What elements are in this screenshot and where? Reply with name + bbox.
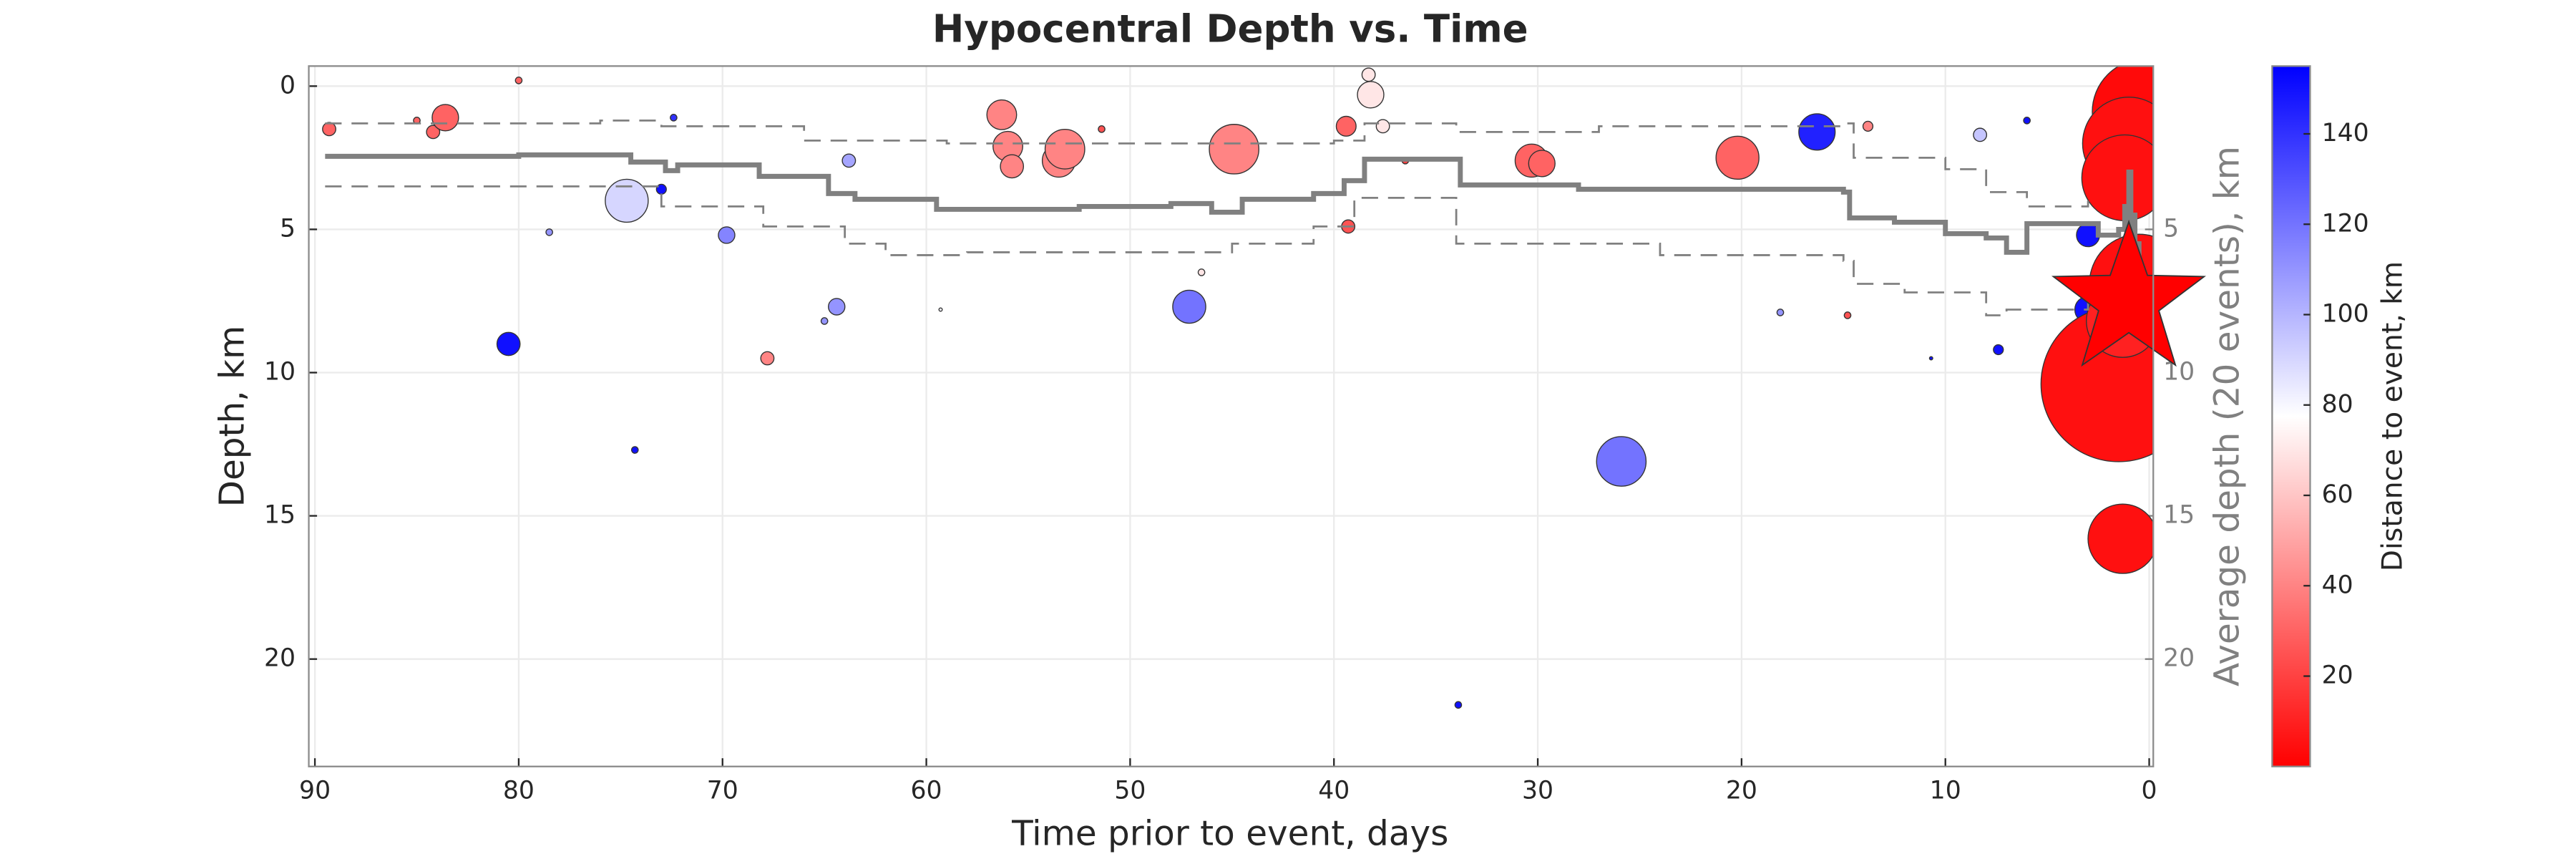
event-bubble [1375, 119, 1390, 134]
event-bubble [431, 104, 459, 132]
event-bubble [1098, 125, 1106, 133]
x-tick-label: 60 [911, 776, 942, 805]
event-bubble [1357, 81, 1385, 109]
event-bubble [718, 226, 736, 244]
y-axis-label: Depth, km [213, 326, 253, 508]
y2-axis-label: Average depth (20 events), km [2207, 146, 2247, 686]
y-tick-label: 15 [264, 501, 296, 530]
event-bubble [1993, 344, 2004, 356]
colorbar-tick-label: 80 [2322, 390, 2353, 419]
event-bubble [1798, 113, 1836, 151]
event-bubble [938, 307, 943, 312]
event-bubble [545, 228, 553, 236]
y-tick-label: 10 [264, 358, 296, 387]
event-bubble [2023, 117, 2031, 125]
event-bubble [820, 317, 829, 325]
colorbar-tick-label: 120 [2322, 209, 2369, 238]
event-bubble [670, 114, 678, 122]
x-tick-label: 80 [503, 776, 535, 805]
y-tick-label: 20 [264, 644, 296, 673]
colorbar [2271, 65, 2311, 767]
event-bubble [986, 99, 1018, 130]
y2-tick-label: 20 [2163, 644, 2195, 673]
event-bubble [1044, 128, 1085, 170]
upper-depth-line [325, 119, 2089, 208]
colorbar-tick-label: 60 [2322, 480, 2353, 509]
event-bubble [1528, 150, 1556, 178]
event-bubble [1596, 436, 1647, 487]
lower-depth-line [325, 185, 2089, 316]
y-tick-label: 0 [280, 71, 296, 100]
event-bubble [760, 351, 775, 366]
colorbar-tick-label: 40 [2322, 571, 2353, 599]
event-bubble [1973, 127, 1988, 142]
x-tick-label: 30 [1522, 776, 1553, 805]
event-bubble [2087, 503, 2154, 574]
event-bubble [1454, 701, 1463, 709]
x-tick-label: 10 [1930, 776, 1961, 805]
chart-title: Hypocentral Depth vs. Time [932, 6, 1528, 51]
event-bubble [1197, 268, 1206, 276]
event-bubble [1000, 154, 1025, 179]
event-bubble [322, 122, 336, 137]
event-bubble [630, 446, 639, 454]
event-bubble [605, 178, 649, 223]
x-tick-label: 0 [2142, 776, 2157, 805]
x-tick-label: 20 [1726, 776, 1757, 805]
event-bubble [841, 153, 857, 168]
y2-tick-label: 10 [2163, 358, 2195, 387]
event-bubble [1862, 120, 1874, 132]
y2-tick-label: 15 [2163, 501, 2195, 530]
y-tick-label: 5 [280, 214, 296, 243]
x-tick-label: 40 [1318, 776, 1350, 805]
event-bubble [1776, 309, 1785, 316]
x-axis-label: Time prior to event, days [1011, 814, 1448, 854]
colorbar-tick-label: 20 [2322, 661, 2353, 690]
event-bubble [1209, 124, 1259, 175]
event-bubble [1172, 289, 1206, 324]
event-bubble [1335, 115, 1357, 137]
event-bubble [1843, 311, 1852, 319]
colorbar-tick-label: 100 [2322, 300, 2369, 329]
event-bubble [1361, 67, 1376, 82]
x-tick-label: 50 [1114, 776, 1146, 805]
x-tick-label: 90 [299, 776, 331, 805]
event-bubble [828, 298, 846, 316]
y2-tick-label: 5 [2163, 214, 2179, 243]
event-bubble [514, 77, 523, 84]
colorbar-tick-label: 140 [2322, 119, 2369, 147]
event-bubble [1715, 135, 1760, 180]
axes-box [308, 65, 2155, 767]
mainshock-star [2051, 219, 2206, 367]
colorbar-label: Distance to event, km [2377, 261, 2409, 571]
event-bubble [426, 125, 441, 140]
x-tick-label: 70 [707, 776, 738, 805]
event-bubble [1928, 356, 1933, 361]
event-bubble [496, 331, 521, 356]
